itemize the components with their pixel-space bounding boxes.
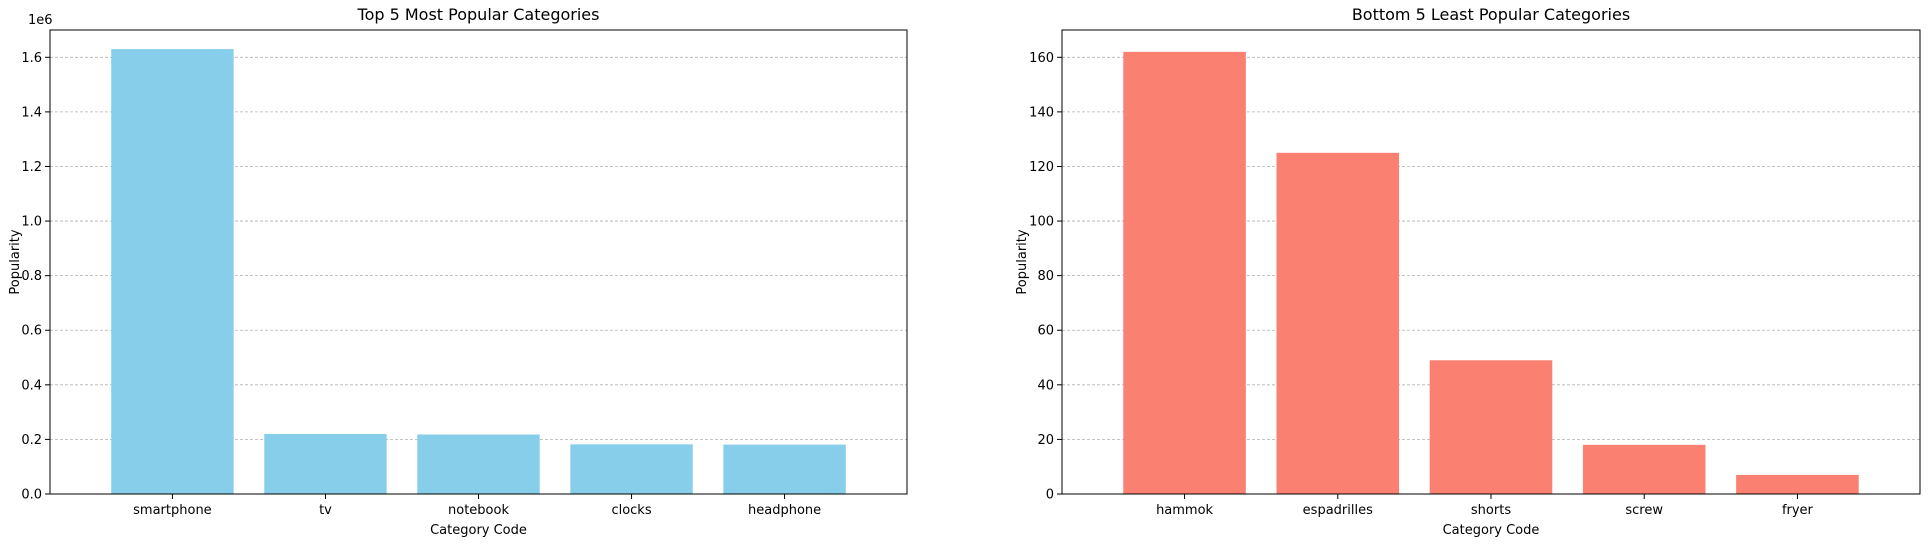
- x-axis-label: Category Code: [1443, 523, 1540, 538]
- y-tick-label: 20: [1037, 433, 1054, 448]
- bar-smartphone: [111, 49, 234, 494]
- plot-frame: [1061, 29, 1921, 495]
- y-tick-label: 0.6: [21, 324, 42, 339]
- y-tick-label: 0: [1046, 488, 1054, 503]
- x-tick-label: shorts: [1471, 503, 1511, 518]
- bar-shorts: [1429, 360, 1553, 494]
- x-tick-label: screw: [1625, 503, 1663, 518]
- x-tick-label: headphone: [748, 503, 821, 518]
- bar-fryer: [1736, 474, 1859, 494]
- y-tick-label: 160: [1029, 51, 1054, 66]
- x-tick-label: clocks: [611, 503, 651, 518]
- y-ticks: 0 20 40 60 80 100 120 140 160: [1029, 51, 1062, 503]
- x-axis-label: Category Code: [430, 523, 527, 538]
- y-tick-label: 0.8: [21, 269, 42, 284]
- chart-top-categories: Top 5 Most Popular Categories Category C…: [8, 5, 908, 538]
- y-axis-label: Popularity: [1015, 229, 1030, 294]
- bar-hammok: [1123, 51, 1246, 494]
- y-tick-label: 1.0: [21, 215, 42, 230]
- y-tick-label: 40: [1037, 378, 1054, 393]
- y-tick-label: 120: [1029, 160, 1054, 175]
- bar-clocks: [570, 444, 693, 494]
- y-tick-label: 0.4: [21, 378, 42, 393]
- x-tick-label: espadrilles: [1303, 503, 1373, 518]
- y-tick-label: 60: [1037, 324, 1054, 339]
- bars: [111, 49, 846, 494]
- bar-headphone: [723, 444, 846, 494]
- chart-bottom-categories: Bottom 5 Least Popular Categories Catego…: [1015, 5, 1921, 538]
- y-tick-label: 80: [1037, 269, 1054, 284]
- y-ticks: 0.0 0.2 0.4 0.6 0.8 1.0 1.2 1.4 1.6: [21, 51, 50, 503]
- x-tick-label: notebook: [448, 503, 509, 518]
- x-tick-label: hammok: [1156, 503, 1213, 518]
- y-axis-label: Popularity: [8, 229, 23, 294]
- y-tick-label: 1.4: [21, 105, 42, 120]
- x-tick-label: fryer: [1782, 503, 1814, 518]
- plot-frame: [49, 29, 908, 495]
- y-axis-offset-text: 1e6: [28, 13, 53, 28]
- chart-title: Bottom 5 Least Popular Categories: [1352, 5, 1630, 24]
- bar-screw: [1582, 444, 1706, 494]
- x-ticks: hammok espadrilles shorts screw fryer: [1156, 494, 1814, 518]
- bars: [1123, 51, 1859, 494]
- bar-espadrilles: [1276, 152, 1400, 494]
- x-tick-label: smartphone: [133, 503, 212, 518]
- chart-title: Top 5 Most Popular Categories: [357, 5, 600, 24]
- y-tick-label: 100: [1029, 215, 1054, 230]
- x-tick-label: tv: [319, 503, 332, 518]
- y-tick-label: 0.2: [21, 433, 42, 448]
- bar-notebook: [417, 434, 540, 494]
- y-tick-label: 140: [1029, 105, 1054, 120]
- y-tick-label: 1.2: [21, 160, 42, 175]
- bar-tv: [264, 433, 387, 494]
- y-tick-label: 0.0: [21, 488, 42, 503]
- x-ticks: smartphone tv notebook clocks headphone: [133, 494, 821, 518]
- y-tick-label: 1.6: [21, 51, 42, 66]
